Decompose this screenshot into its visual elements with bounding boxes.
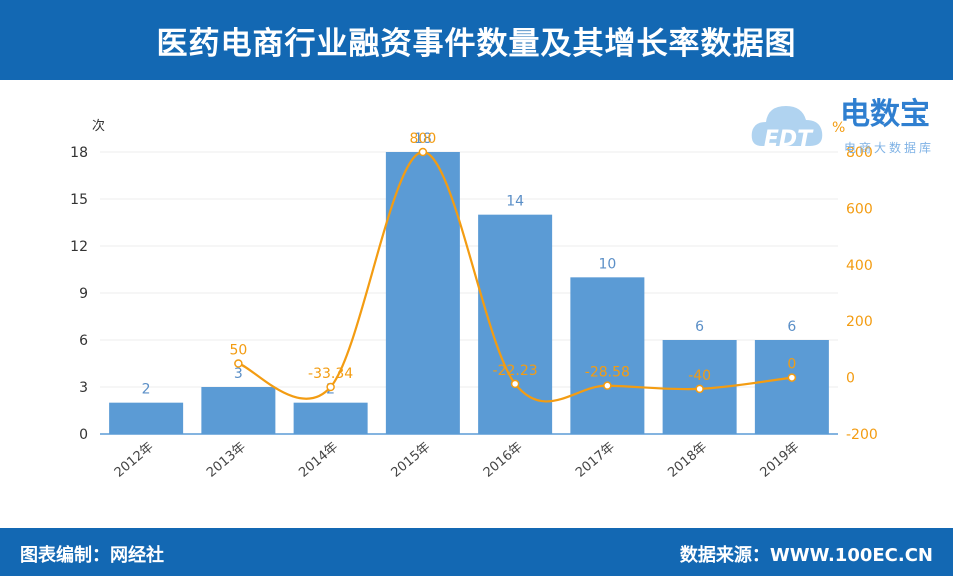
x-tick-label: 2019年 [757,440,802,481]
logo: EDT 电数宝 电商大数据库 [748,86,948,158]
x-tick-label: 2015年 [388,440,433,481]
chart-svg: 0369121518-2000200400600800次%23218141066… [70,118,878,481]
bar-data-label: 6 [787,319,796,335]
y-left-unit: 次 [92,118,105,134]
footer-source: 数据来源：WWW.100EC.CN [679,545,933,566]
y-right-tick-label: 200 [846,314,873,330]
growth-data-label: 50 [229,343,247,359]
growth-data-label: 0 [787,357,796,373]
bar-data-label: 10 [598,256,616,272]
growth-point [787,373,797,382]
x-tick-label: 2016年 [481,440,526,481]
growth-data-label: 800 [410,131,437,147]
bar [570,277,645,434]
y-left-tick-label: 9 [79,286,88,302]
logo-text: 电数宝 [840,97,930,132]
bar [201,387,276,434]
bar-data-label: 2 [142,382,151,398]
growth-point [603,381,612,390]
x-tick-label: 2013年 [204,440,249,481]
y-right-unit: % [832,120,845,136]
growth-point [418,147,428,157]
x-tick-label: 2014年 [296,440,341,481]
bar-data-label: 14 [506,194,524,210]
y-right-tick-label: 600 [846,201,873,217]
chart-title: 医药电商行业融资事件数量及其增长率数据图 [156,25,797,62]
chart-area: 0369121518-2000200400600800次%23218141066… [0,80,953,528]
y-left-tick-label: 15 [70,192,88,208]
growth-point [326,382,335,392]
x-tick-label: 2012年 [112,440,157,481]
bar [109,402,184,434]
y-left-tick-label: 0 [79,427,88,443]
logo-subtext: 电商大数据库 [844,140,934,155]
y-right-tick-label: 400 [846,258,873,274]
bar-data-label: 3 [234,366,243,382]
growth-data-label: -40 [688,368,711,384]
bar-data-label: 6 [695,319,704,335]
growth-point [234,359,243,368]
growth-data-label: -28.58 [585,365,630,381]
y-left-tick-label: 18 [70,145,88,161]
header-banner: 医药电商行业融资事件数量及其增长率数据图 [0,0,953,80]
x-tick-label: 2018年 [665,440,710,481]
y-right-tick-label: -200 [846,427,878,443]
y-right-tick-label: 800 [846,145,873,161]
bar [754,340,829,434]
bar [293,402,368,434]
footer-credit: 图表编制：网经社 [20,545,164,566]
logo-mark: EDT [764,127,814,152]
bar [385,152,460,434]
bar-data-label: 18 [414,131,432,147]
y-left-tick-label: 12 [70,239,88,255]
y-right-tick-label: 0 [846,371,855,387]
growth-data-label: -22.23 [493,363,538,379]
y-left-tick-label: 6 [79,333,88,349]
y-left-tick-label: 3 [79,380,88,396]
growth-point [695,384,704,394]
logo-icon: EDT 电数宝 电商大数据库 [751,97,934,155]
footer-banner: 图表编制：网经社 数据来源：WWW.100EC.CN [0,528,953,576]
x-tick-label: 2017年 [573,440,618,481]
growth-point [510,379,520,389]
growth-data-label: -33.34 [308,366,353,382]
